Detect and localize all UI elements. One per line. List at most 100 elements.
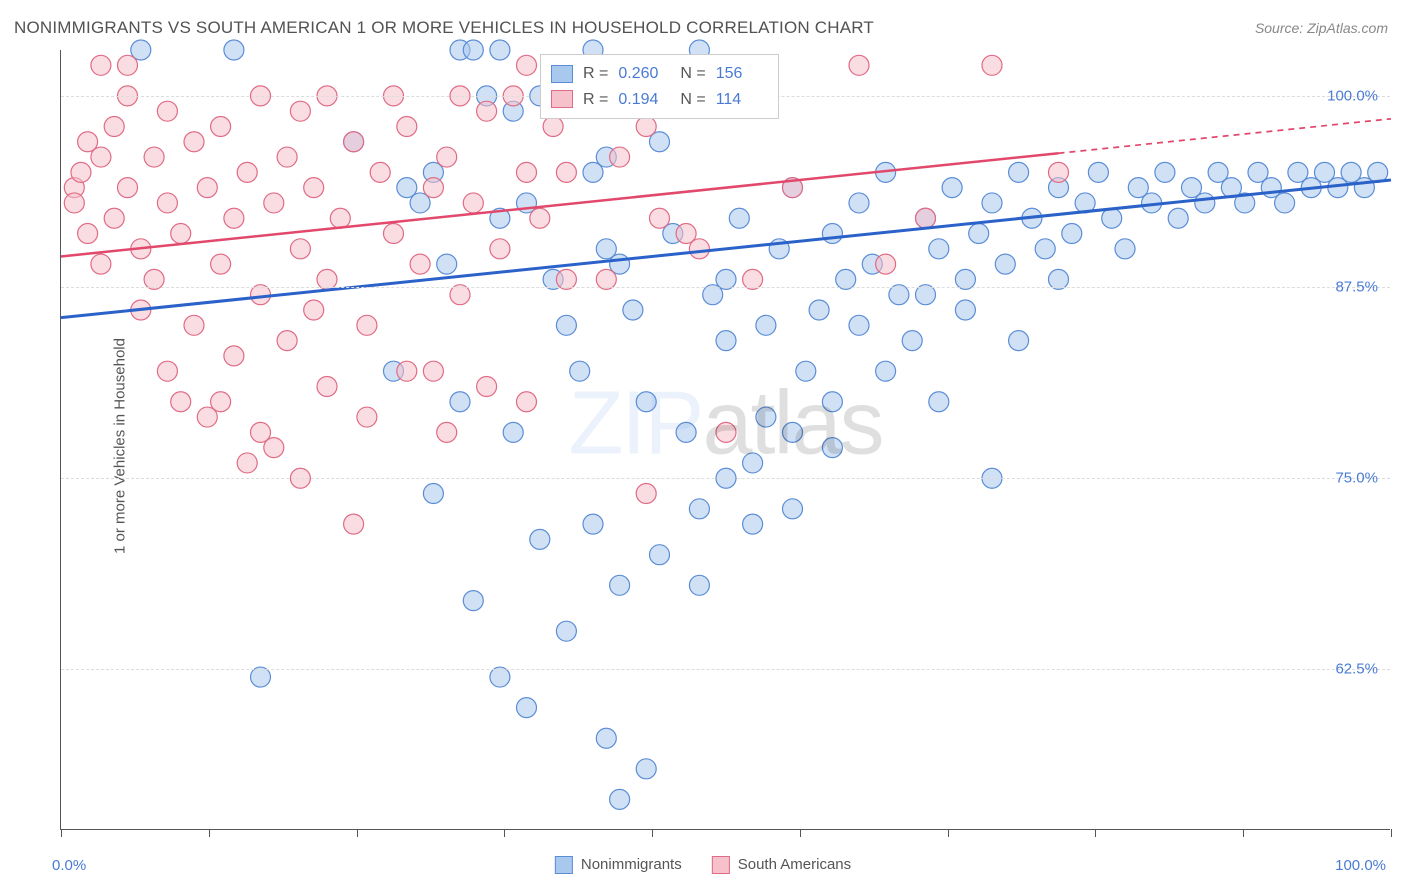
scatter-point: [955, 300, 975, 320]
legend-swatch: [712, 856, 730, 874]
scatter-point: [743, 453, 763, 473]
scatter-point: [982, 193, 1002, 213]
scatter-point: [756, 315, 776, 335]
scatter-point: [1275, 193, 1295, 213]
scatter-point: [876, 254, 896, 274]
scatter-point: [490, 40, 510, 60]
scatter-point: [264, 438, 284, 458]
scatter-point: [171, 392, 191, 412]
scatter-point: [237, 453, 257, 473]
scatter-point: [822, 224, 842, 244]
scatter-point: [729, 208, 749, 228]
scatter-point: [756, 407, 776, 427]
x-axis-max-label: 100.0%: [1335, 857, 1386, 874]
scatter-point: [849, 315, 869, 335]
scatter-point: [517, 698, 537, 718]
scatter-point: [224, 208, 244, 228]
scatter-point: [463, 591, 483, 611]
scatter-point: [224, 346, 244, 366]
scatter-point: [916, 208, 936, 228]
gridline-h: [61, 287, 1390, 288]
scatter-point: [304, 300, 324, 320]
scatter-point: [610, 575, 630, 595]
stats-swatch: [551, 90, 573, 108]
scatter-point: [929, 239, 949, 259]
trend-line: [61, 180, 1391, 318]
scatter-point: [1102, 208, 1122, 228]
scatter-point: [397, 361, 417, 381]
scatter-point: [437, 422, 457, 442]
scatter-point: [410, 254, 430, 274]
y-tick-label: 100.0%: [1327, 87, 1378, 104]
scatter-point: [556, 621, 576, 641]
scatter-point: [1009, 162, 1029, 182]
scatter-point: [636, 116, 656, 136]
scatter-point: [636, 759, 656, 779]
y-tick-label: 75.0%: [1335, 470, 1378, 487]
scatter-point: [71, 162, 91, 182]
chart-title: NONIMMIGRANTS VS SOUTH AMERICAN 1 OR MOR…: [14, 18, 874, 38]
scatter-point: [171, 224, 191, 244]
scatter-point: [78, 224, 98, 244]
scatter-point: [384, 224, 404, 244]
scatter-point: [530, 529, 550, 549]
scatter-point: [503, 422, 523, 442]
scatter-point: [583, 514, 603, 534]
scatter-point: [64, 193, 84, 213]
scatter-point: [184, 132, 204, 152]
gridline-h: [61, 478, 1390, 479]
source-attribution: Source: ZipAtlas.com: [1255, 20, 1388, 36]
scatter-point: [610, 789, 630, 809]
x-axis-min-label: 0.0%: [52, 857, 86, 874]
scatter-point: [463, 40, 483, 60]
x-tick: [948, 829, 949, 837]
scatter-point: [264, 193, 284, 213]
scatter-point: [1088, 162, 1108, 182]
x-tick: [1243, 829, 1244, 837]
scatter-point: [716, 422, 736, 442]
scatter-point: [982, 55, 1002, 75]
scatter-point: [184, 315, 204, 335]
scatter-point: [157, 193, 177, 213]
scatter-point: [290, 239, 310, 259]
x-tick: [504, 829, 505, 837]
scatter-point: [783, 422, 803, 442]
scatter-point: [211, 116, 231, 136]
scatter-point: [423, 361, 443, 381]
scatter-point: [397, 116, 417, 136]
scatter-point: [237, 162, 257, 182]
scatter-point: [650, 545, 670, 565]
scatter-point: [676, 224, 696, 244]
legend-item: South Americans: [712, 856, 851, 874]
scatter-point: [543, 116, 563, 136]
scatter-point: [636, 484, 656, 504]
scatter-point: [743, 514, 763, 534]
scatter-point: [1168, 208, 1188, 228]
scatter-point: [211, 254, 231, 274]
scatter-point: [357, 407, 377, 427]
scatter-point: [517, 162, 537, 182]
scatter-point: [290, 101, 310, 121]
scatter-point: [224, 40, 244, 60]
scatter-point: [822, 392, 842, 412]
stats-row: R = 0.260 N = 156: [551, 61, 768, 87]
stats-swatch: [551, 65, 573, 83]
x-tick: [357, 829, 358, 837]
scatter-point: [610, 147, 630, 167]
scatter-point: [809, 300, 829, 320]
scatter-point: [463, 193, 483, 213]
scatter-point: [91, 254, 111, 274]
scatter-point: [583, 162, 603, 182]
scatter-point: [104, 208, 124, 228]
scatter-point: [689, 575, 709, 595]
x-tick: [209, 829, 210, 837]
scatter-point: [716, 331, 736, 351]
scatter-point: [876, 361, 896, 381]
scatter-point: [517, 392, 537, 412]
scatter-svg: [61, 50, 1390, 829]
scatter-point: [357, 315, 377, 335]
scatter-point: [144, 147, 164, 167]
scatter-point: [942, 178, 962, 198]
scatter-point: [450, 392, 470, 412]
scatter-point: [676, 422, 696, 442]
